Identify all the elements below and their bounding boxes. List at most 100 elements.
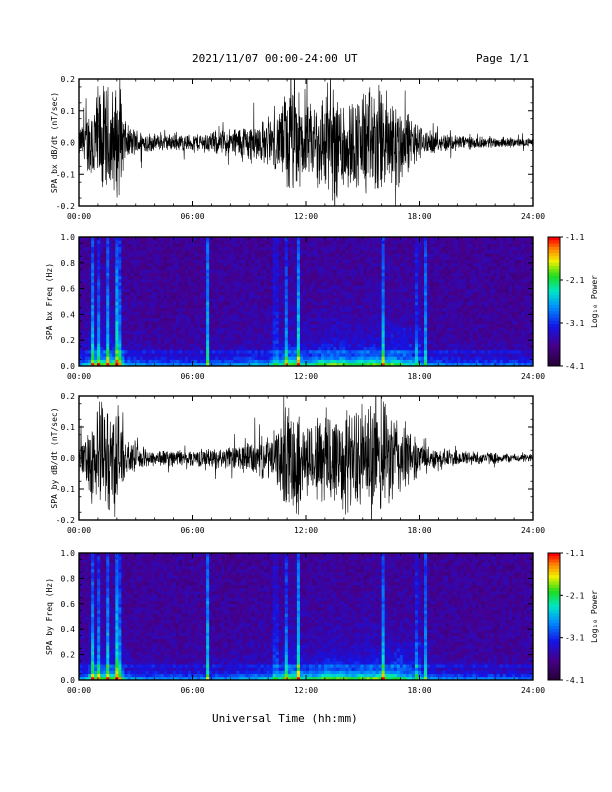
spectrogram-cell bbox=[299, 327, 304, 331]
spectrogram-cell bbox=[82, 285, 86, 290]
spectrogram-cell bbox=[169, 259, 174, 264]
spectrogram-cell bbox=[124, 282, 128, 286]
spectrogram-cell bbox=[163, 298, 168, 302]
spectrogram-cell bbox=[106, 349, 110, 354]
spectrogram-cell bbox=[363, 320, 367, 325]
spectrogram-cell bbox=[296, 333, 301, 338]
spectrogram-cell bbox=[290, 275, 295, 280]
spectrogram-cell bbox=[408, 243, 413, 248]
spectrogram-cell bbox=[209, 362, 213, 367]
spectrogram-cell bbox=[439, 249, 443, 254]
spectrogram-cell bbox=[405, 353, 410, 357]
spectrogram-cell bbox=[163, 259, 168, 264]
spectrogram-cell bbox=[172, 307, 177, 312]
spectrogram-cell bbox=[245, 330, 249, 335]
spectrogram-cell bbox=[169, 330, 174, 335]
spectrogram-cell bbox=[433, 288, 437, 293]
spectrogram-cell bbox=[442, 295, 446, 299]
spectrogram-cell bbox=[88, 340, 92, 344]
spectrogram-cell bbox=[336, 333, 340, 338]
spectrogram-cell bbox=[424, 269, 428, 273]
spectrogram-cell bbox=[269, 304, 274, 309]
spectrogram-cell bbox=[257, 291, 261, 296]
spectrogram-cell bbox=[296, 314, 301, 319]
spectrogram-cell bbox=[342, 330, 346, 335]
spectrogram-cell bbox=[399, 272, 404, 277]
spectrogram-cell bbox=[393, 262, 398, 267]
spectrogram-cell bbox=[336, 243, 340, 248]
spectrogram-cell bbox=[212, 288, 216, 293]
spectrogram-cell bbox=[245, 317, 249, 322]
spectrogram-cell bbox=[384, 291, 389, 296]
spectrogram-cell bbox=[145, 269, 150, 273]
spectrogram-cell bbox=[357, 304, 361, 309]
spectrogram-cell bbox=[296, 249, 301, 254]
spectrogram-cell bbox=[315, 333, 319, 338]
spectrogram-cell bbox=[272, 288, 277, 293]
spectrogram-cell bbox=[393, 278, 398, 283]
spectrogram-cell bbox=[121, 343, 125, 348]
spectrogram-cell bbox=[85, 320, 89, 325]
spectrogram-cell bbox=[178, 362, 183, 367]
spectrogram-cell bbox=[227, 275, 231, 280]
spectrogram-cell bbox=[184, 301, 189, 306]
spectrogram-cell bbox=[163, 285, 168, 290]
spectrogram-cell bbox=[269, 246, 274, 251]
spectrogram-cell bbox=[221, 356, 225, 360]
spectrogram-cell bbox=[257, 333, 261, 338]
spectrogram-cell bbox=[439, 259, 443, 264]
spectrogram-cell bbox=[336, 307, 340, 312]
spectrogram-cell bbox=[251, 301, 255, 306]
spectrogram-cell bbox=[245, 285, 249, 290]
spectrogram-cell bbox=[278, 330, 283, 335]
spectrogram-cell bbox=[163, 253, 168, 257]
spectrogram-cell bbox=[430, 317, 434, 322]
spectrogram-cell bbox=[136, 333, 140, 338]
spectrogram-cell bbox=[160, 317, 165, 322]
spectrogram-cell bbox=[424, 253, 428, 257]
spectrogram-cell bbox=[245, 311, 249, 315]
spectrogram-cell bbox=[339, 259, 343, 264]
spectrogram-cell bbox=[160, 275, 165, 280]
spectrogram-cell bbox=[145, 333, 150, 338]
spectrogram-cell bbox=[142, 333, 146, 338]
spectrogram-cell bbox=[309, 269, 313, 273]
spectrogram-cell bbox=[109, 336, 113, 341]
spectrogram-cell bbox=[296, 240, 301, 244]
spectrogram-cell bbox=[393, 266, 398, 270]
spectrogram-cell bbox=[91, 246, 95, 251]
spectrogram-cell bbox=[411, 282, 416, 286]
spectrogram-cell bbox=[103, 269, 107, 273]
spectrogram-cell bbox=[448, 298, 452, 302]
spectrogram-cell bbox=[272, 317, 277, 322]
spectrogram-cell bbox=[290, 291, 295, 296]
spectrogram-cell bbox=[351, 262, 355, 267]
spectrogram-cell bbox=[160, 353, 165, 357]
spectrogram-cell bbox=[299, 298, 304, 302]
spectrogram-cell bbox=[324, 259, 328, 264]
spectrogram-cell bbox=[79, 285, 83, 290]
spectrogram-cell bbox=[408, 314, 413, 319]
spectrogram-cell bbox=[312, 320, 316, 325]
spectrogram-cell bbox=[390, 317, 395, 322]
spectrogram-cell bbox=[121, 272, 125, 277]
spectrogram-cell bbox=[175, 333, 180, 338]
spectrogram-cell bbox=[439, 275, 443, 280]
spectrogram-cell bbox=[209, 314, 213, 319]
spectrogram-cell bbox=[369, 311, 373, 315]
spectrogram-cell bbox=[230, 320, 234, 325]
spectrogram-cell bbox=[157, 327, 162, 331]
spectrogram-cell bbox=[160, 298, 165, 302]
spectrogram-cell bbox=[445, 346, 449, 351]
spectrogram-cell bbox=[351, 256, 355, 260]
spectrogram-cell bbox=[82, 291, 86, 296]
spectrogram-cell bbox=[88, 266, 92, 270]
spectrogram-cell bbox=[166, 282, 171, 286]
spectrogram-cell bbox=[405, 278, 410, 283]
spectrogram-cell bbox=[427, 346, 431, 351]
spectrogram-cell bbox=[206, 259, 210, 264]
spectrogram-cell bbox=[218, 307, 222, 312]
spectrogram-cell bbox=[393, 317, 398, 322]
spectrogram-cell bbox=[148, 282, 153, 286]
spectrogram-cell bbox=[299, 356, 304, 360]
